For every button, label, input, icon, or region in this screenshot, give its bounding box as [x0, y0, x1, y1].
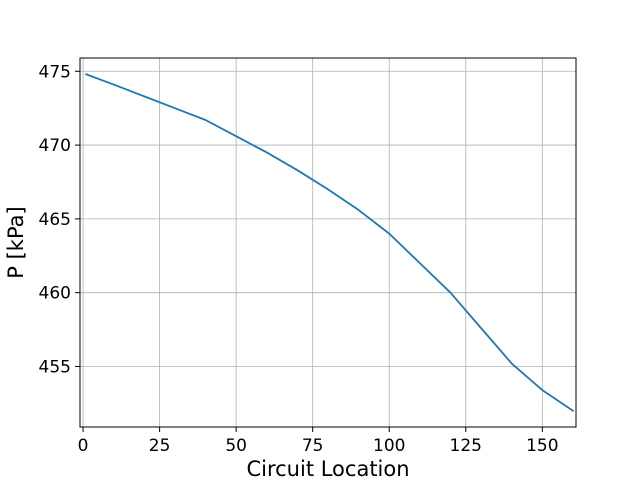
grid	[80, 58, 576, 427]
x-tick-label: 25	[149, 436, 171, 456]
y-tick-label: 465	[39, 210, 71, 230]
series-line	[85, 73, 574, 412]
plot-background	[80, 58, 576, 427]
y-tick-label: 475	[39, 62, 71, 82]
tick-layer: 0 25 50 75 100 125 150 455 460 465 470 475	[39, 62, 559, 456]
y-tick-label: 460	[39, 284, 71, 304]
x-tick-label: 0	[78, 436, 89, 456]
y-axis-label: P [kPa]	[4, 206, 28, 278]
x-tick-label: 50	[225, 436, 247, 456]
x-axis-label: Circuit Location	[246, 457, 409, 480]
plot-frame	[79, 57, 577, 428]
x-tick-label: 150	[526, 436, 558, 456]
y-tick-label: 470	[39, 136, 71, 156]
x-tick-label: 100	[373, 436, 405, 456]
x-tick-label: 75	[302, 436, 324, 456]
series-layer	[85, 73, 574, 412]
y-tick-label: 455	[39, 357, 71, 377]
x-tick-label: 125	[450, 436, 482, 456]
